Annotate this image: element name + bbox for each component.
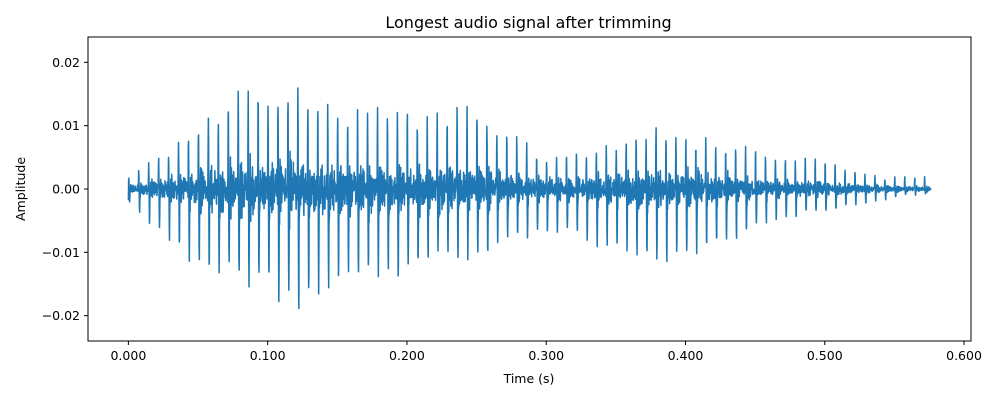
y-tick-label: −0.02 <box>42 308 80 323</box>
x-axis-label: Time (s) <box>503 371 555 386</box>
y-axis: −0.02 −0.01 0.00 0.01 0.02 <box>42 55 88 323</box>
x-tick-label: 0.200 <box>389 348 425 363</box>
y-tick-label: 0.01 <box>52 118 80 133</box>
x-tick-label: 0.300 <box>528 348 564 363</box>
chart-title: Longest audio signal after trimming <box>385 13 671 32</box>
signal-layer <box>127 87 932 310</box>
y-tick-label: −0.01 <box>42 245 80 260</box>
x-tick-label: 0.100 <box>250 348 286 363</box>
x-axis: 0.000 0.100 0.200 0.300 0.400 0.500 0.600 <box>110 341 982 363</box>
signal-line <box>127 87 932 310</box>
x-tick-label: 0.600 <box>946 348 982 363</box>
x-tick-label: 0.400 <box>668 348 704 363</box>
y-axis-label: Amplitude <box>13 157 28 221</box>
x-tick-label: 0.000 <box>110 348 146 363</box>
x-tick-label: 0.500 <box>807 348 843 363</box>
y-tick-label: 0.02 <box>52 55 80 70</box>
y-tick-label: 0.00 <box>52 182 80 197</box>
